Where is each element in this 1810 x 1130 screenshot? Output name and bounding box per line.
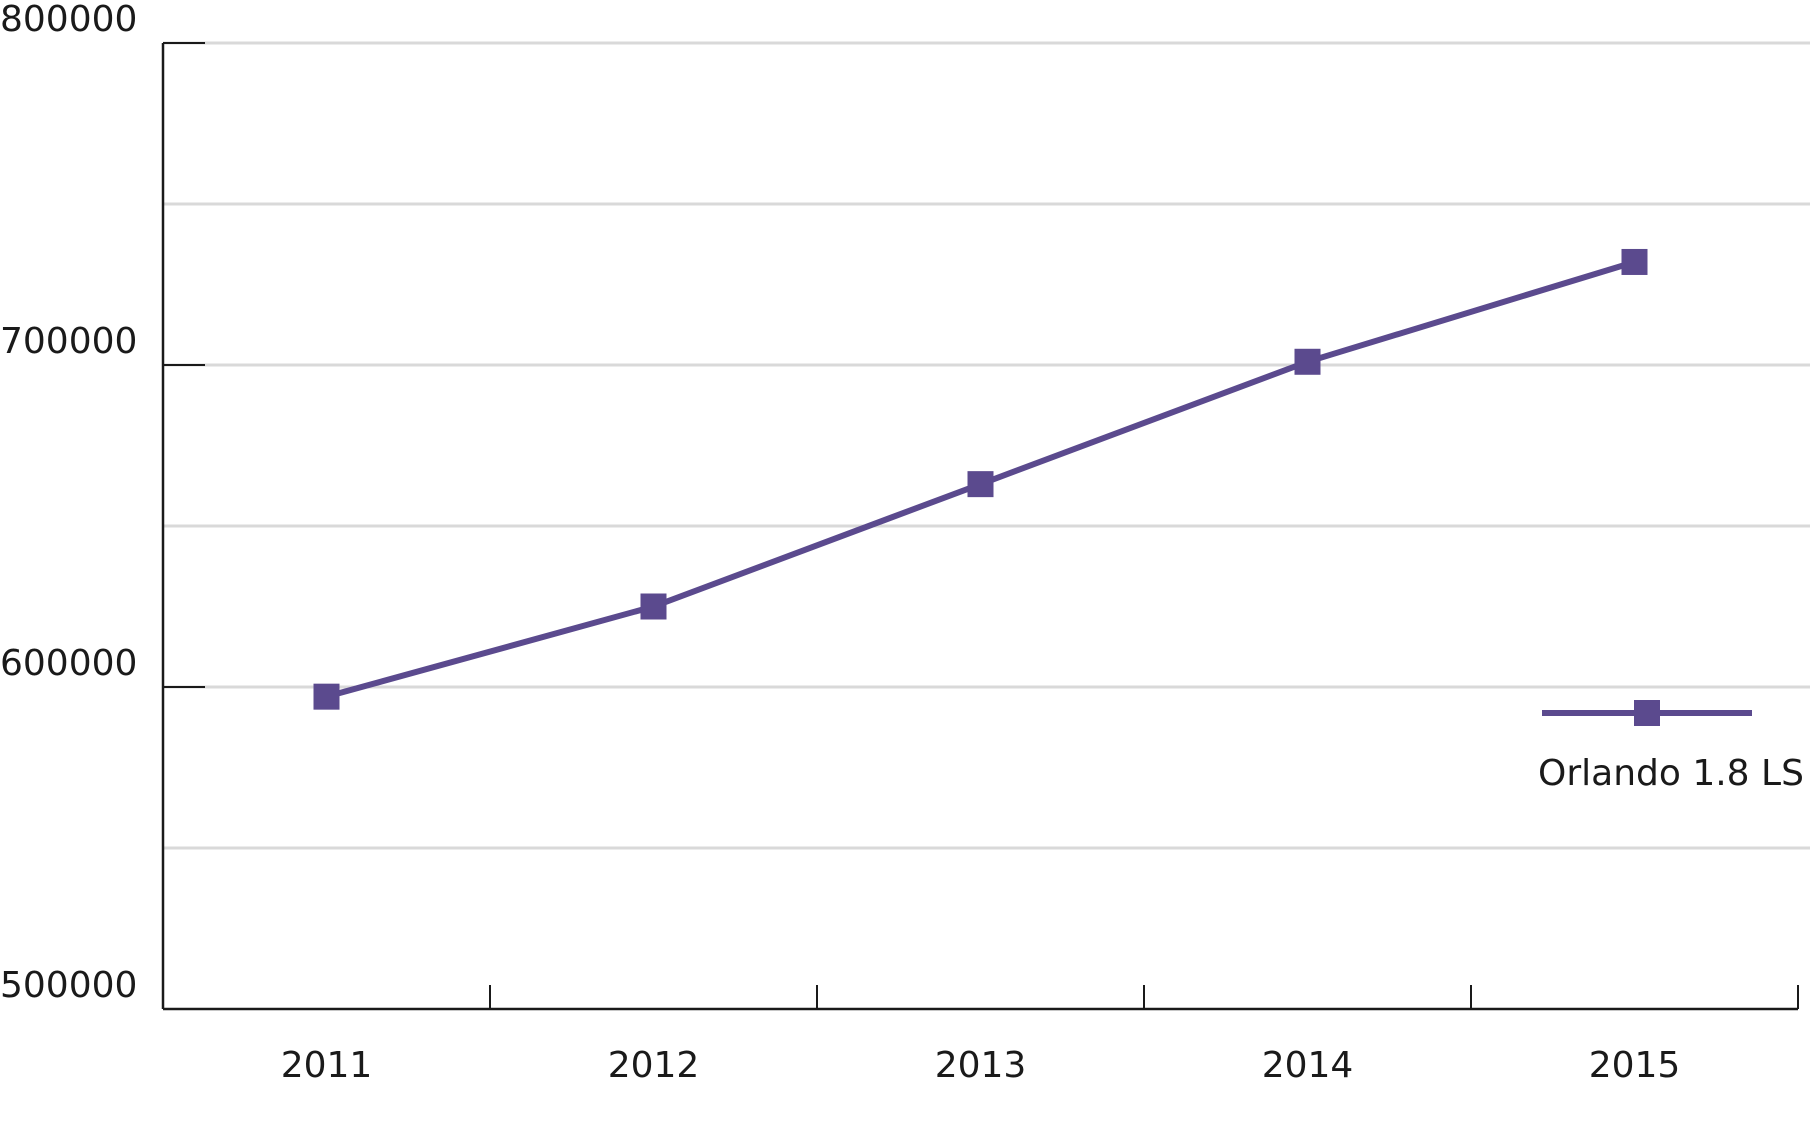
- point-marker: [1621, 248, 1648, 275]
- x-tick-label: 2014: [1262, 1045, 1354, 1086]
- x-tick-label: 2012: [608, 1045, 700, 1086]
- x-tick-label: 2013: [935, 1045, 1027, 1086]
- point-marker: [313, 683, 340, 710]
- x-tick-label: 2015: [1589, 1045, 1681, 1086]
- point-marker: [967, 471, 994, 498]
- y-tick-label: 600000: [0, 643, 137, 684]
- y-tick-label: 700000: [0, 321, 137, 362]
- point-marker: [1294, 348, 1321, 375]
- y-tick-label: 500000: [0, 965, 137, 1006]
- legend-label: Orlando 1.8 LS: [1538, 753, 1804, 794]
- x-tick-label: 2011: [281, 1045, 373, 1086]
- legend-marker: [1634, 700, 1660, 726]
- y-tick-label: 800000: [0, 0, 137, 40]
- point-marker: [640, 593, 667, 620]
